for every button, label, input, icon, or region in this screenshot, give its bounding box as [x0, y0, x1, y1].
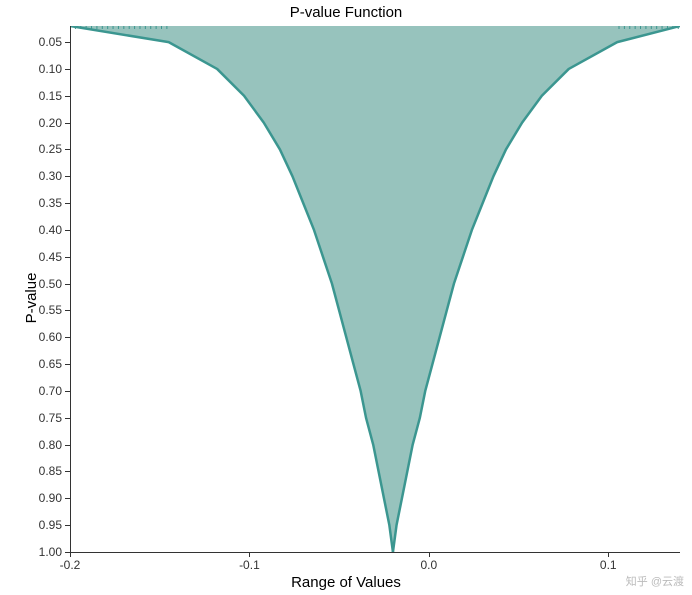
y-tick-mark — [65, 445, 70, 446]
y-tick-mark — [65, 149, 70, 150]
y-tick-label: 0.05 — [30, 35, 62, 49]
plot-svg — [70, 26, 680, 552]
y-tick-label: 0.95 — [30, 518, 62, 532]
y-tick-mark — [65, 123, 70, 124]
y-tick-mark — [65, 337, 70, 338]
x-axis-line — [70, 552, 680, 553]
y-tick-mark — [65, 284, 70, 285]
y-tick-label: 0.10 — [30, 62, 62, 76]
y-tick-label: 0.15 — [30, 89, 62, 103]
y-tick-label: 0.65 — [30, 357, 62, 371]
y-tick-label: 0.20 — [30, 116, 62, 130]
y-tick-mark — [65, 257, 70, 258]
x-tick-mark — [429, 552, 430, 557]
pvalue-area-fill — [70, 26, 680, 552]
y-tick-mark — [65, 498, 70, 499]
y-tick-label: 0.25 — [30, 142, 62, 156]
y-tick-label: 0.80 — [30, 438, 62, 452]
x-tick-mark — [608, 552, 609, 557]
y-tick-label: 0.75 — [30, 411, 62, 425]
y-tick-label: 0.45 — [30, 250, 62, 264]
pvalue-function-chart: P-value Function P-value Range of Values… — [0, 0, 692, 595]
y-tick-label: 0.50 — [30, 277, 62, 291]
y-tick-label: 1.00 — [30, 545, 62, 559]
y-tick-mark — [65, 364, 70, 365]
x-tick-label: 0.1 — [588, 558, 628, 572]
y-tick-label: 0.90 — [30, 491, 62, 505]
y-tick-label: 0.70 — [30, 384, 62, 398]
y-tick-mark — [65, 96, 70, 97]
y-tick-mark — [65, 418, 70, 419]
x-axis-label: Range of Values — [0, 574, 692, 591]
y-tick-label: 0.85 — [30, 464, 62, 478]
chart-title: P-value Function — [0, 4, 692, 21]
y-tick-mark — [65, 525, 70, 526]
y-tick-label: 0.60 — [30, 330, 62, 344]
y-tick-label: 0.40 — [30, 223, 62, 237]
watermark: 知乎 @云渡 — [626, 573, 684, 589]
x-tick-label: 0.0 — [409, 558, 449, 572]
y-tick-mark — [65, 230, 70, 231]
x-tick-mark — [70, 552, 71, 557]
y-tick-mark — [65, 203, 70, 204]
y-tick-mark — [65, 391, 70, 392]
y-tick-label: 0.55 — [30, 303, 62, 317]
y-axis-line — [70, 26, 71, 552]
y-tick-mark — [65, 310, 70, 311]
y-tick-mark — [65, 42, 70, 43]
y-tick-mark — [65, 176, 70, 177]
y-tick-mark — [65, 471, 70, 472]
x-tick-mark — [249, 552, 250, 557]
plot-panel — [70, 26, 680, 552]
x-tick-label: -0.1 — [229, 558, 269, 572]
y-tick-mark — [65, 69, 70, 70]
x-tick-label: -0.2 — [50, 558, 90, 572]
y-tick-label: 0.30 — [30, 169, 62, 183]
y-tick-label: 0.35 — [30, 196, 62, 210]
